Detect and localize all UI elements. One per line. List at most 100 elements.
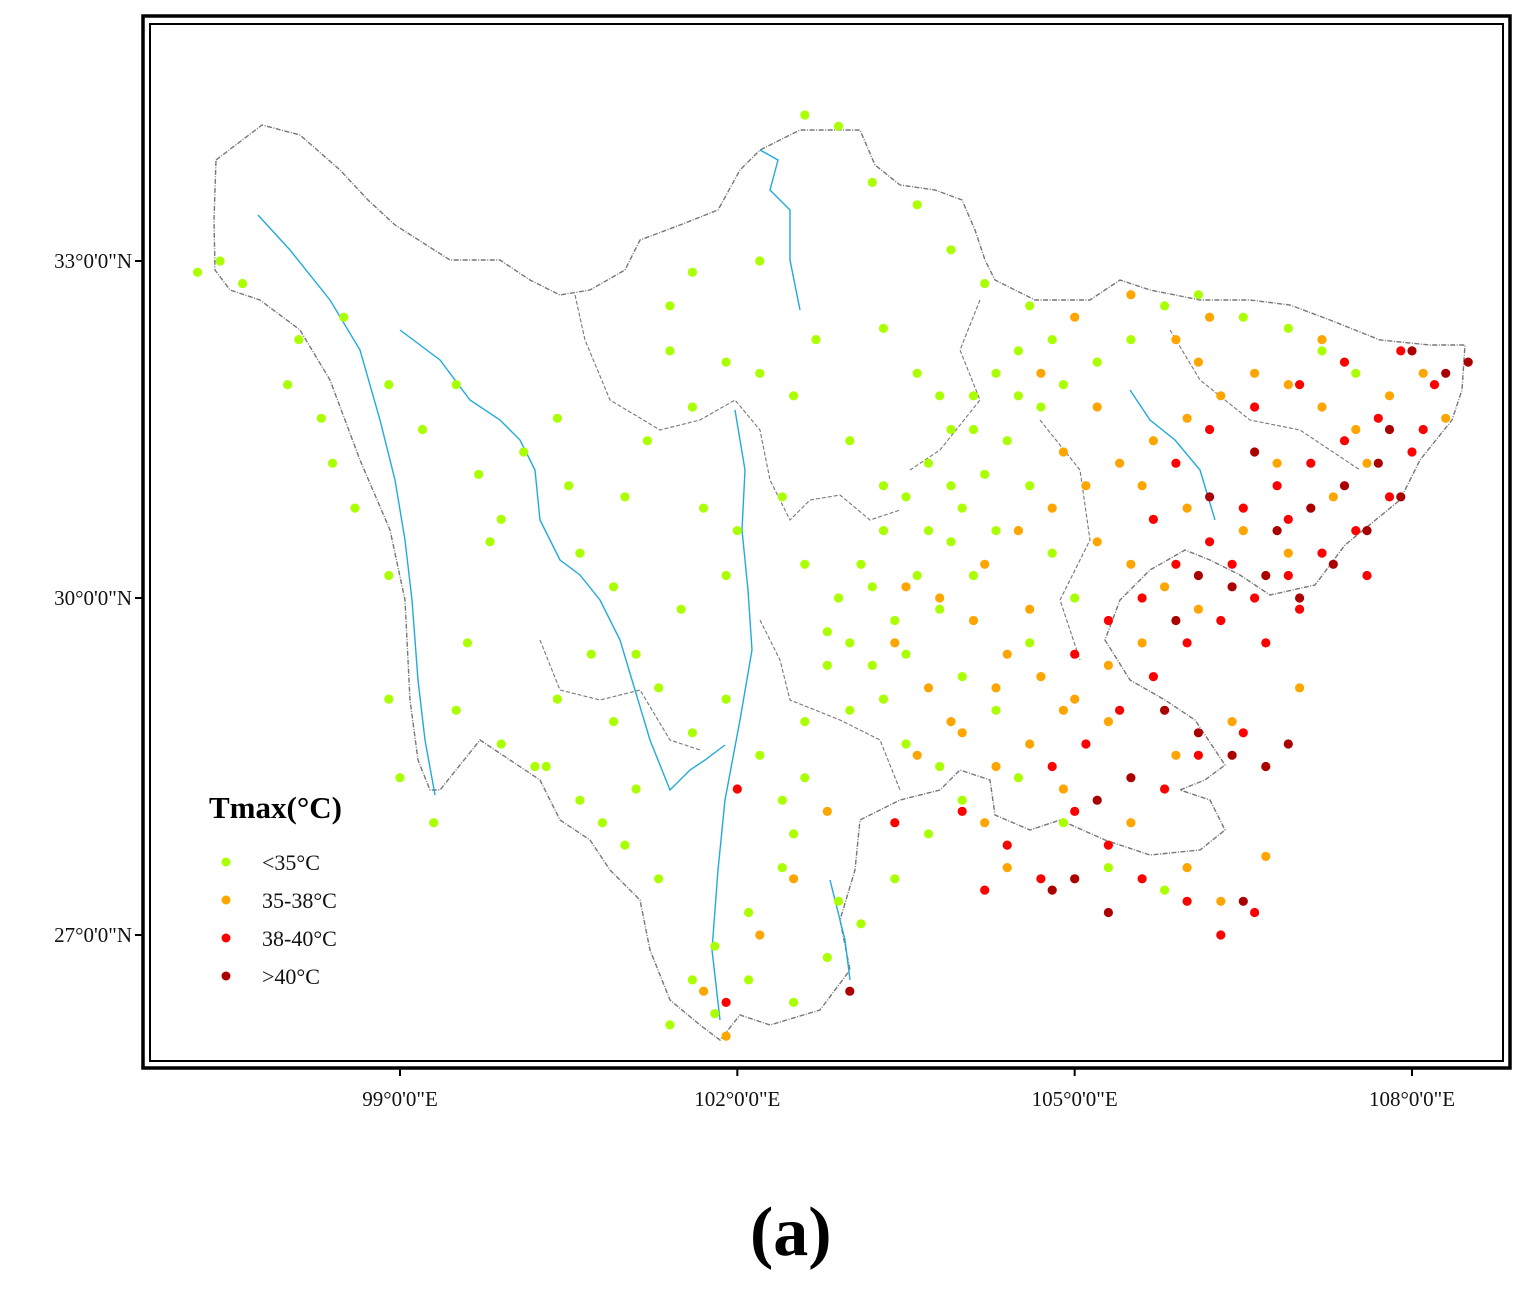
station-point-c35_38 xyxy=(1317,402,1327,412)
station-point-lt35 xyxy=(541,761,551,772)
station-point-c35_38 xyxy=(1193,604,1203,614)
legend-swatch-lt35 xyxy=(221,857,231,867)
station-point-c35_38 xyxy=(1362,458,1372,468)
station-point-c35_38 xyxy=(1384,391,1395,401)
station-point-lt35 xyxy=(946,424,956,435)
station-point-lt35 xyxy=(339,312,349,322)
station-point-lt35 xyxy=(687,728,698,738)
station-point-c35_38 xyxy=(1058,705,1068,715)
station-point-c35_38 xyxy=(1036,672,1046,682)
station-point-gt40 xyxy=(1261,761,1271,772)
station-point-lt35 xyxy=(1013,346,1024,356)
legend-swatch-c35_38 xyxy=(221,895,231,905)
station-point-c38_40 xyxy=(1250,593,1260,603)
station-point-c35_38 xyxy=(1025,739,1035,749)
station-point-lt35 xyxy=(384,570,394,581)
station-point-c35_38 xyxy=(923,683,934,693)
station-point-c35_38 xyxy=(1216,391,1226,401)
station-point-lt35 xyxy=(957,795,967,805)
station-point-lt35 xyxy=(755,256,765,266)
station-point-lt35 xyxy=(980,469,990,479)
station-point-lt35 xyxy=(991,705,1001,715)
station-point-lt35 xyxy=(789,997,799,1008)
station-point-lt35 xyxy=(946,537,956,547)
station-point-lt35 xyxy=(744,975,754,985)
station-point-c35_38 xyxy=(1295,683,1305,693)
station-point-lt35 xyxy=(654,874,664,884)
station-point-lt35 xyxy=(384,380,394,390)
station-point-lt35 xyxy=(1070,593,1080,603)
station-point-lt35 xyxy=(867,177,877,187)
station-point-lt35 xyxy=(462,638,473,648)
station-point-lt35 xyxy=(867,660,877,671)
station-point-gt40 xyxy=(1373,458,1383,468)
station-point-lt35 xyxy=(586,649,596,659)
station-point-c35_38 xyxy=(1058,447,1068,457)
station-point-lt35 xyxy=(1002,436,1012,446)
station-point-lt35 xyxy=(1283,323,1293,333)
station-point-lt35 xyxy=(1126,335,1136,345)
station-point-lt35 xyxy=(822,952,832,963)
legend-label-c35_38: 35-38°C xyxy=(262,888,337,913)
station-point-lt35 xyxy=(193,267,203,277)
station-point-lt35 xyxy=(350,503,360,513)
station-point-gt40 xyxy=(1328,559,1338,569)
station-point-lt35 xyxy=(215,256,225,266)
station-point-lt35 xyxy=(800,559,810,569)
station-point-gt40 xyxy=(1339,481,1350,491)
station-point-c35_38 xyxy=(935,593,945,603)
station-point-c35_38 xyxy=(1216,896,1226,906)
station-point-lt35 xyxy=(631,784,641,794)
station-point-lt35 xyxy=(789,829,799,839)
station-point-c38_40 xyxy=(1295,604,1305,614)
station-point-lt35 xyxy=(395,773,405,783)
station-point-c38_40 xyxy=(1295,380,1305,390)
station-point-c38_40 xyxy=(721,997,731,1008)
station-point-gt40 xyxy=(1047,885,1057,895)
station-point-c38_40 xyxy=(1148,514,1158,525)
station-point-c38_40 xyxy=(1036,874,1046,884)
station-point-gt40 xyxy=(1441,368,1451,378)
station-point-c38_40 xyxy=(890,818,900,828)
station-point-lt35 xyxy=(620,492,630,502)
station-point-lt35 xyxy=(699,503,709,513)
station-point-lt35 xyxy=(721,357,731,367)
station-point-c38_40 xyxy=(1407,447,1417,457)
station-point-lt35 xyxy=(935,391,945,401)
station-point-gt40 xyxy=(1272,526,1282,536)
station-point-c38_40 xyxy=(1250,402,1260,412)
station-point-gt40 xyxy=(1160,705,1170,715)
station-point-lt35 xyxy=(238,278,248,289)
station-point-c38_40 xyxy=(957,806,967,817)
station-point-c35_38 xyxy=(1283,548,1293,558)
station-point-gt40 xyxy=(1362,526,1372,536)
station-point-c38_40 xyxy=(1070,649,1080,659)
station-point-c35_38 xyxy=(1103,660,1113,671)
station-point-lt35 xyxy=(710,1009,720,1019)
station-point-c38_40 xyxy=(1103,615,1113,626)
station-point-c38_40 xyxy=(1205,424,1215,435)
station-point-lt35 xyxy=(912,368,922,378)
station-point-lt35 xyxy=(665,346,675,356)
station-point-gt40 xyxy=(1193,728,1203,738)
station-point-lt35 xyxy=(1193,290,1203,300)
station-point-c38_40 xyxy=(1362,570,1372,581)
station-point-lt35 xyxy=(957,503,967,513)
station-point-c35_38 xyxy=(1418,368,1428,378)
lon-tick-label: 105°0'0"E xyxy=(1032,1087,1118,1111)
station-point-lt35 xyxy=(833,593,844,603)
station-point-c38_40 xyxy=(1351,526,1361,536)
station-point-lt35 xyxy=(800,110,810,120)
station-point-c35_38 xyxy=(1047,503,1057,513)
station-point-lt35 xyxy=(777,795,787,805)
station-point-lt35 xyxy=(878,526,889,536)
station-point-lt35 xyxy=(822,660,832,671)
station-point-c35_38 xyxy=(1013,526,1024,536)
legend-title: Tmax(°C) xyxy=(209,790,342,825)
station-point-c38_40 xyxy=(1396,346,1406,356)
station-point-lt35 xyxy=(687,975,698,985)
station-point-lt35 xyxy=(935,604,945,614)
station-point-c35_38 xyxy=(980,818,990,828)
station-point-lt35 xyxy=(845,436,855,446)
legend: Tmax(°C) <35°C 35-38°C 38-40°C >40°C xyxy=(209,790,342,989)
